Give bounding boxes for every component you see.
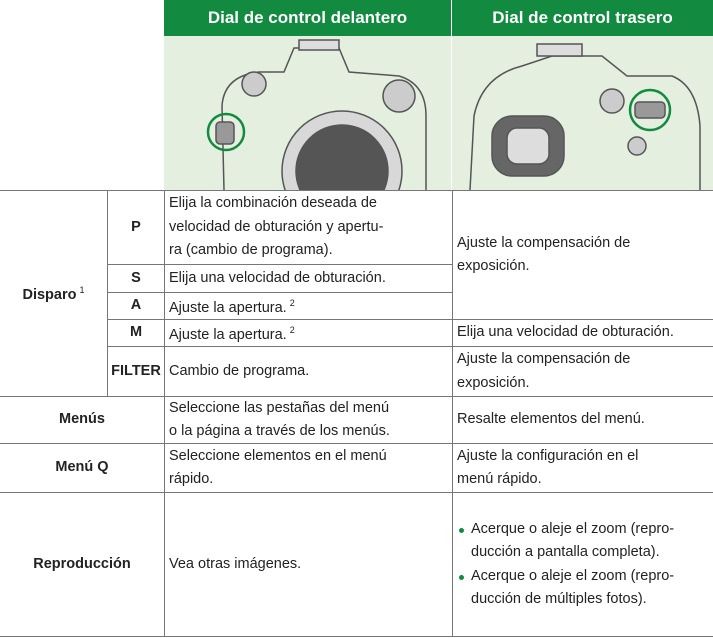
camera-illustration [469,43,701,191]
text: 1 [79,285,85,296]
front-dial-image [164,36,451,232]
text: ducción a pantalla completa). [471,544,660,560]
text: ducción de múltiples fotos). [471,591,647,607]
text: Ajuste la apertura. [169,299,287,316]
front-cell: Ajuste la apertura. 2 [164,319,452,346]
camera-illustration [206,39,427,232]
bullet-item: Acerque o aleje el zoom (repro-ducción d… [457,565,713,612]
mode-label: P [107,190,164,264]
text: Ajuste la configuración en el [457,447,639,464]
front-cell: Vea otras imágenes. [164,492,452,636]
text: exposición. [457,258,530,274]
row-label: Menú Q [0,443,164,492]
text: Cambio de programa. [169,362,310,379]
rear-dial-image [452,36,713,191]
text: Ajuste la compensación de [457,234,631,251]
front-cell: Seleccione elementos en el menú rápido. [164,443,452,492]
front-cell: Cambio de programa. [164,346,452,396]
text: rápido. [169,471,214,487]
row-label: Reproducción [0,492,164,636]
bullet-item: Acerque o aleje el zoom (repro-ducción a… [457,518,713,565]
text: Acerque o aleje el zoom (repro- [471,520,675,537]
text: 2 [289,297,295,308]
mode-label: A [107,292,164,319]
text: Vea otras imágenes. [169,555,302,572]
text: velocidad de obturación y apertu- [169,218,384,235]
text: ra (cambio de programa). [169,242,333,259]
text: menú rápido. [457,471,542,487]
text: Acerque o aleje el zoom (repro- [471,567,675,584]
text: Elija la combinación deseada de [169,195,377,212]
row-label: Menús [0,396,164,443]
front-cell: Ajuste la apertura. 2 [164,292,452,319]
rear-cell: Elija una velocidad de obturación. [452,319,713,346]
mode-label: S [107,264,164,292]
text: o la página a través de los menús. [169,423,390,439]
text: Resalte elementos del menú. [457,411,645,428]
rear-cell: Ajuste la compensación de exposición. [452,346,713,396]
text: exposición. [457,374,530,391]
rear-cell: Ajuste la compensación de exposición. [452,190,713,319]
rear-cell: Ajuste la configuración en el menú rápido… [452,443,713,492]
mode-label: FILTER [107,346,164,396]
table-bottom-border [0,636,713,637]
text: Ajuste la apertura. [169,326,287,343]
text: Seleccione elementos en el menú [169,447,387,464]
text: Elija una velocidad de obturación. [457,324,674,341]
row-label: Disparo 1 [0,190,107,396]
front-cell: Elija la combinación deseada de velocidad… [164,190,452,264]
front-cell: Seleccione las pestañas del menú o la pág… [164,396,452,443]
rear-cell: Acerque o aleje el zoom (repro-ducción a… [452,492,713,636]
text: Elija una velocidad de obturación. [169,269,386,286]
rear-cell: Resalte elementos del menú. [452,396,713,443]
text: 2 [289,324,295,335]
column-header: Dial de control trasero [452,0,713,36]
column-header: Dial de control delantero [164,0,451,36]
mode-label: M [107,319,164,346]
front-cell: Elija una velocidad de obturación. [164,264,452,292]
text: Seleccione las pestañas del menú [169,399,390,416]
text: Disparo [22,287,77,304]
text: Ajuste la compensación de [457,351,631,367]
